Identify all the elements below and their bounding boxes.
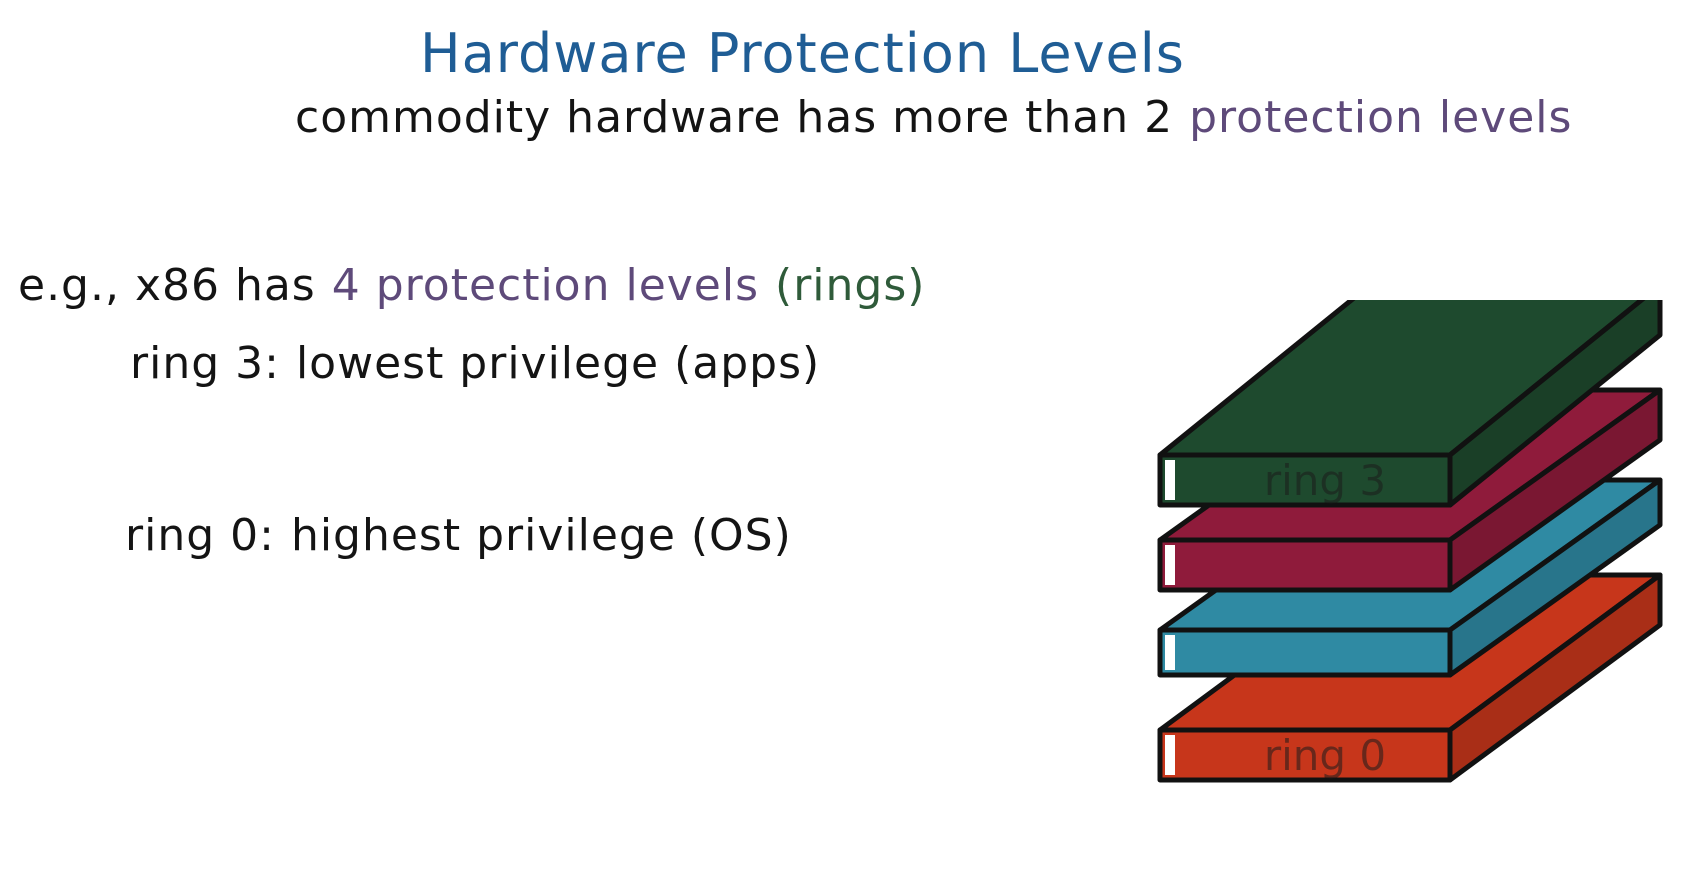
diagram-title: Hardware Protection Levels [420, 22, 1185, 85]
ring0-line: ring 0: highest privilege (OS) [125, 510, 792, 561]
ring-stack-diagram: ring 0 ring 3 [1157, 300, 1663, 783]
ring-layer-highlight [1165, 545, 1175, 585]
example-levels: 4 protection levels [331, 260, 760, 311]
subtitle-highlight: protection levels [1189, 92, 1573, 143]
ring-layer-highlight [1165, 460, 1175, 500]
ring-layer-highlight [1165, 735, 1175, 775]
example-line: e.g., x86 has 4 protection levels (rings) [18, 260, 925, 311]
ring-layer: ring 3 [1157, 300, 1663, 508]
ring3-line: ring 3: lowest privilege (apps) [130, 338, 820, 389]
ring-layer-label: ring 0 [1264, 731, 1386, 780]
ring3-label: ring 3: [130, 338, 280, 389]
example-rings: (rings) [775, 260, 926, 311]
ring-layer-front-face [1157, 727, 1453, 783]
ring-layer-front-face [1157, 627, 1453, 678]
ring-layer-front-face [1157, 537, 1453, 593]
ring3-text: lowest privilege (apps) [295, 338, 821, 389]
ring0-text: highest privilege (OS) [290, 510, 792, 561]
example-prefix: e.g., x86 has [18, 260, 316, 311]
subtitle-text: commodity hardware has more than 2 [295, 92, 1174, 143]
ring-layer-label: ring 3 [1264, 456, 1386, 505]
ring-layers: ring 0 ring 3 [1157, 300, 1663, 783]
ring0-label: ring 0: [125, 510, 275, 561]
ring-layer-front-face [1157, 452, 1453, 508]
subtitle: commodity hardware has more than 2 protec… [295, 92, 1572, 143]
ring-layer-highlight [1165, 635, 1175, 670]
